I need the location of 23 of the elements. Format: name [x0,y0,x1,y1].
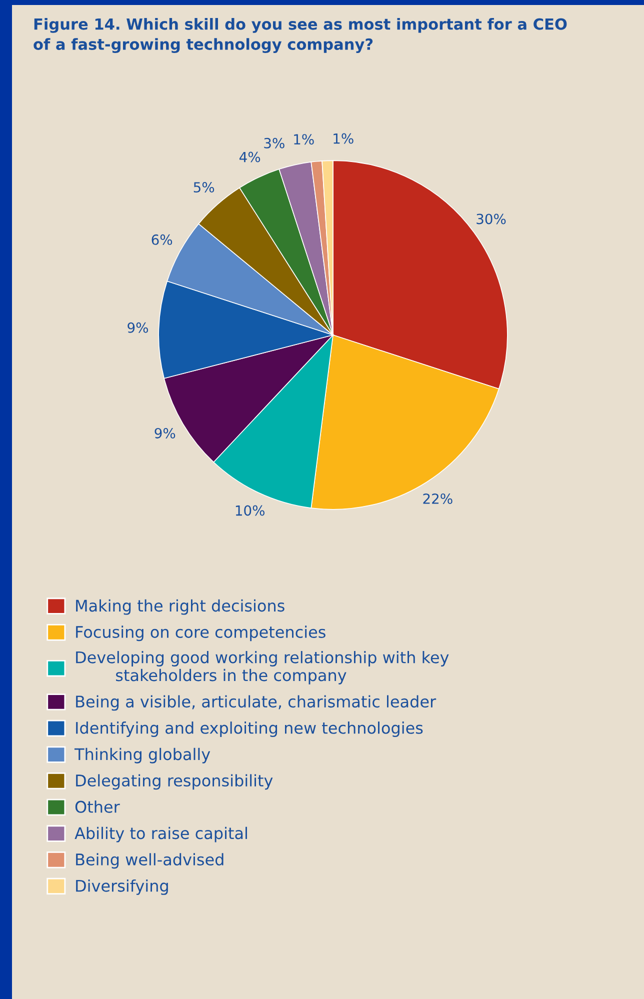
legend-label: Ability to raise capital [74,826,247,842]
data-label: 6% [152,234,172,245]
data-label: 22% [423,493,452,504]
data-label: 1% [334,133,354,144]
legend-label: Other [75,800,120,813]
data-label: 3% [264,138,284,148]
legend-label: Focusing on core competencies [76,626,326,642]
legend-label: Being a visible, articulate, charismatic leader [76,695,436,711]
data-label: 5% [194,182,214,193]
data-label: 9% [154,428,176,438]
legend-label: Being well-advised [76,853,224,869]
legend-label: Making the right decisions [76,599,284,615]
chart-title: Figure 14. Which skill do you see as most important for a CEO of a fast-growing technology company? [34,18,567,54]
legend-label: Developing good working relationship with key stakeholders in the company [76,651,449,684]
data-label: 4% [239,152,260,162]
data-label: 30% [476,214,506,224]
data-label: 10% [236,505,264,516]
data-label: 1% [294,134,314,145]
legend-label: Delegating responsibility [76,774,273,790]
legend-label: Identifying and exploiting new technologies [76,722,423,738]
legend-label: Thinking globally [74,748,210,764]
data-label: 9% [128,322,148,333]
legend-label: Diversifying [76,879,168,895]
